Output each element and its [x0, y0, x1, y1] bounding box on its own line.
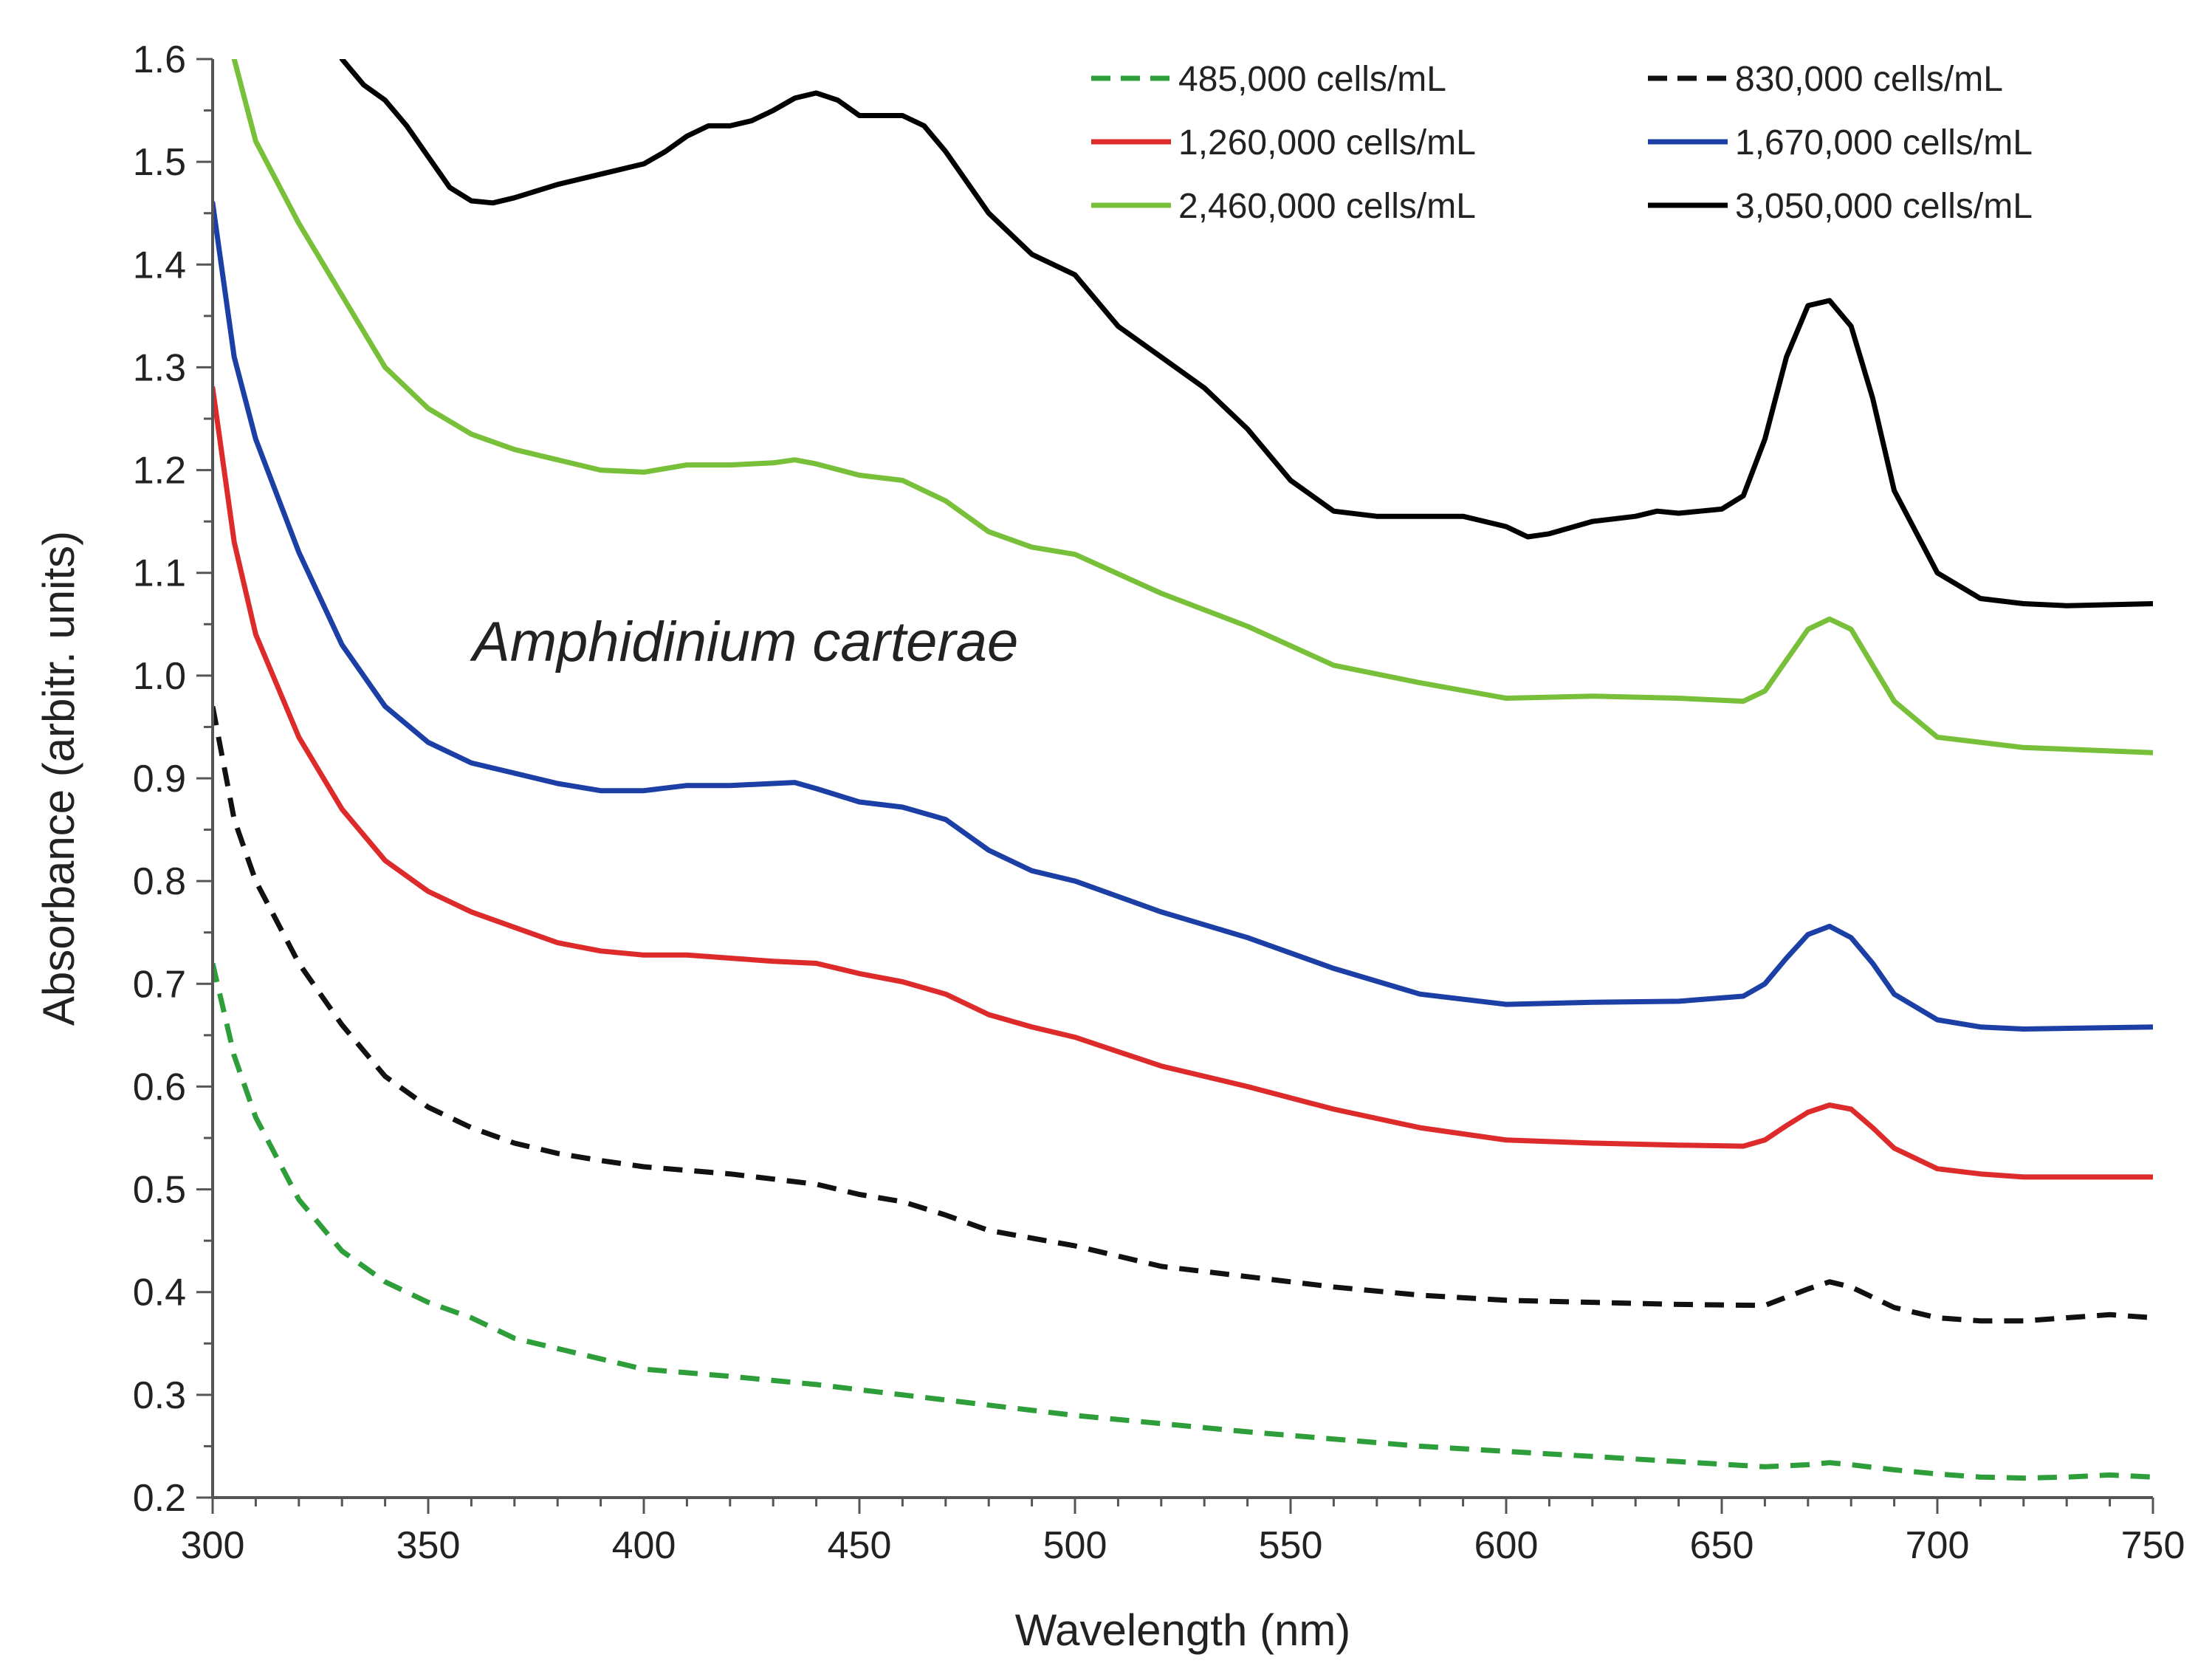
- y-tick-label: 1.3: [133, 346, 186, 389]
- x-tick-label: 300: [181, 1524, 245, 1567]
- y-tick-label: 0.7: [133, 963, 186, 1006]
- y-tick-label: 0.2: [133, 1477, 186, 1520]
- legend-label-1: 485,000 cells/mL: [1178, 60, 1446, 99]
- series-line-3: [213, 385, 2153, 1180]
- y-tick-label: 0.9: [133, 758, 186, 800]
- y-tick-label: 0.5: [133, 1169, 186, 1212]
- x-tick-label: 400: [612, 1524, 676, 1567]
- y-tick-label: 0.8: [133, 860, 186, 903]
- y-tick-label: 1.4: [133, 244, 186, 287]
- x-tick-label: 500: [1043, 1524, 1107, 1567]
- legend-label-4: 1,670,000 cells/mL: [1735, 123, 2033, 162]
- x-tick-label: 550: [1259, 1524, 1323, 1567]
- x-ticks: 300 350 400 450 500 550 600 650 700 750: [181, 1498, 2185, 1567]
- y-tick-label: 0.6: [133, 1066, 186, 1108]
- x-tick-label: 650: [1690, 1524, 1754, 1567]
- series-line-1: [213, 962, 2153, 1481]
- y-tick-label: 0.3: [133, 1374, 186, 1417]
- series-line-4: [213, 200, 2153, 1032]
- y-tick-label: 1.0: [133, 655, 186, 698]
- series-lines: [213, 59, 2153, 1481]
- y-tick-label: 1.1: [133, 552, 186, 595]
- species-annotation: Amphidinium carterae: [470, 611, 1018, 673]
- legend-label-5: 2,460,000 cells/mL: [1178, 187, 1476, 226]
- series-layer: [213, 59, 2153, 1481]
- legend-label-3: 1,260,000 cells/mL: [1178, 123, 1476, 162]
- x-tick-label: 450: [828, 1524, 892, 1567]
- legend: 485,000 cells/mL 830,000 cells/mL 1,260,00…: [1091, 60, 2033, 226]
- y-tick-label: 1.5: [133, 141, 186, 184]
- legend-label-2: 830,000 cells/mL: [1735, 60, 2003, 99]
- y-tick-label: 1.2: [133, 450, 186, 493]
- series-line-5: [231, 59, 2153, 755]
- y-tick-label: 1.6: [133, 38, 186, 81]
- x-tick-label: 350: [396, 1524, 461, 1567]
- series-line-6: [339, 59, 2153, 608]
- x-tick-label: 700: [1906, 1524, 1970, 1567]
- legend-label-6: 3,050,000 cells/mL: [1735, 187, 2033, 226]
- x-axis-title: Wavelength (nm): [1015, 1605, 1351, 1655]
- x-tick-label: 750: [2121, 1524, 2185, 1567]
- series-line-2: [213, 705, 2153, 1324]
- x-tick-label: 600: [1474, 1524, 1539, 1567]
- y-tick-label: 0.4: [133, 1272, 186, 1314]
- y-axis-title: Absorbance (arbitr. units): [34, 531, 83, 1026]
- y-ticks: 0.2 0.3 0.4 0.5 0.6 0.7 0.8 0.9 1.0 1.1 1.2 1.3 1.4 1…: [133, 38, 213, 1520]
